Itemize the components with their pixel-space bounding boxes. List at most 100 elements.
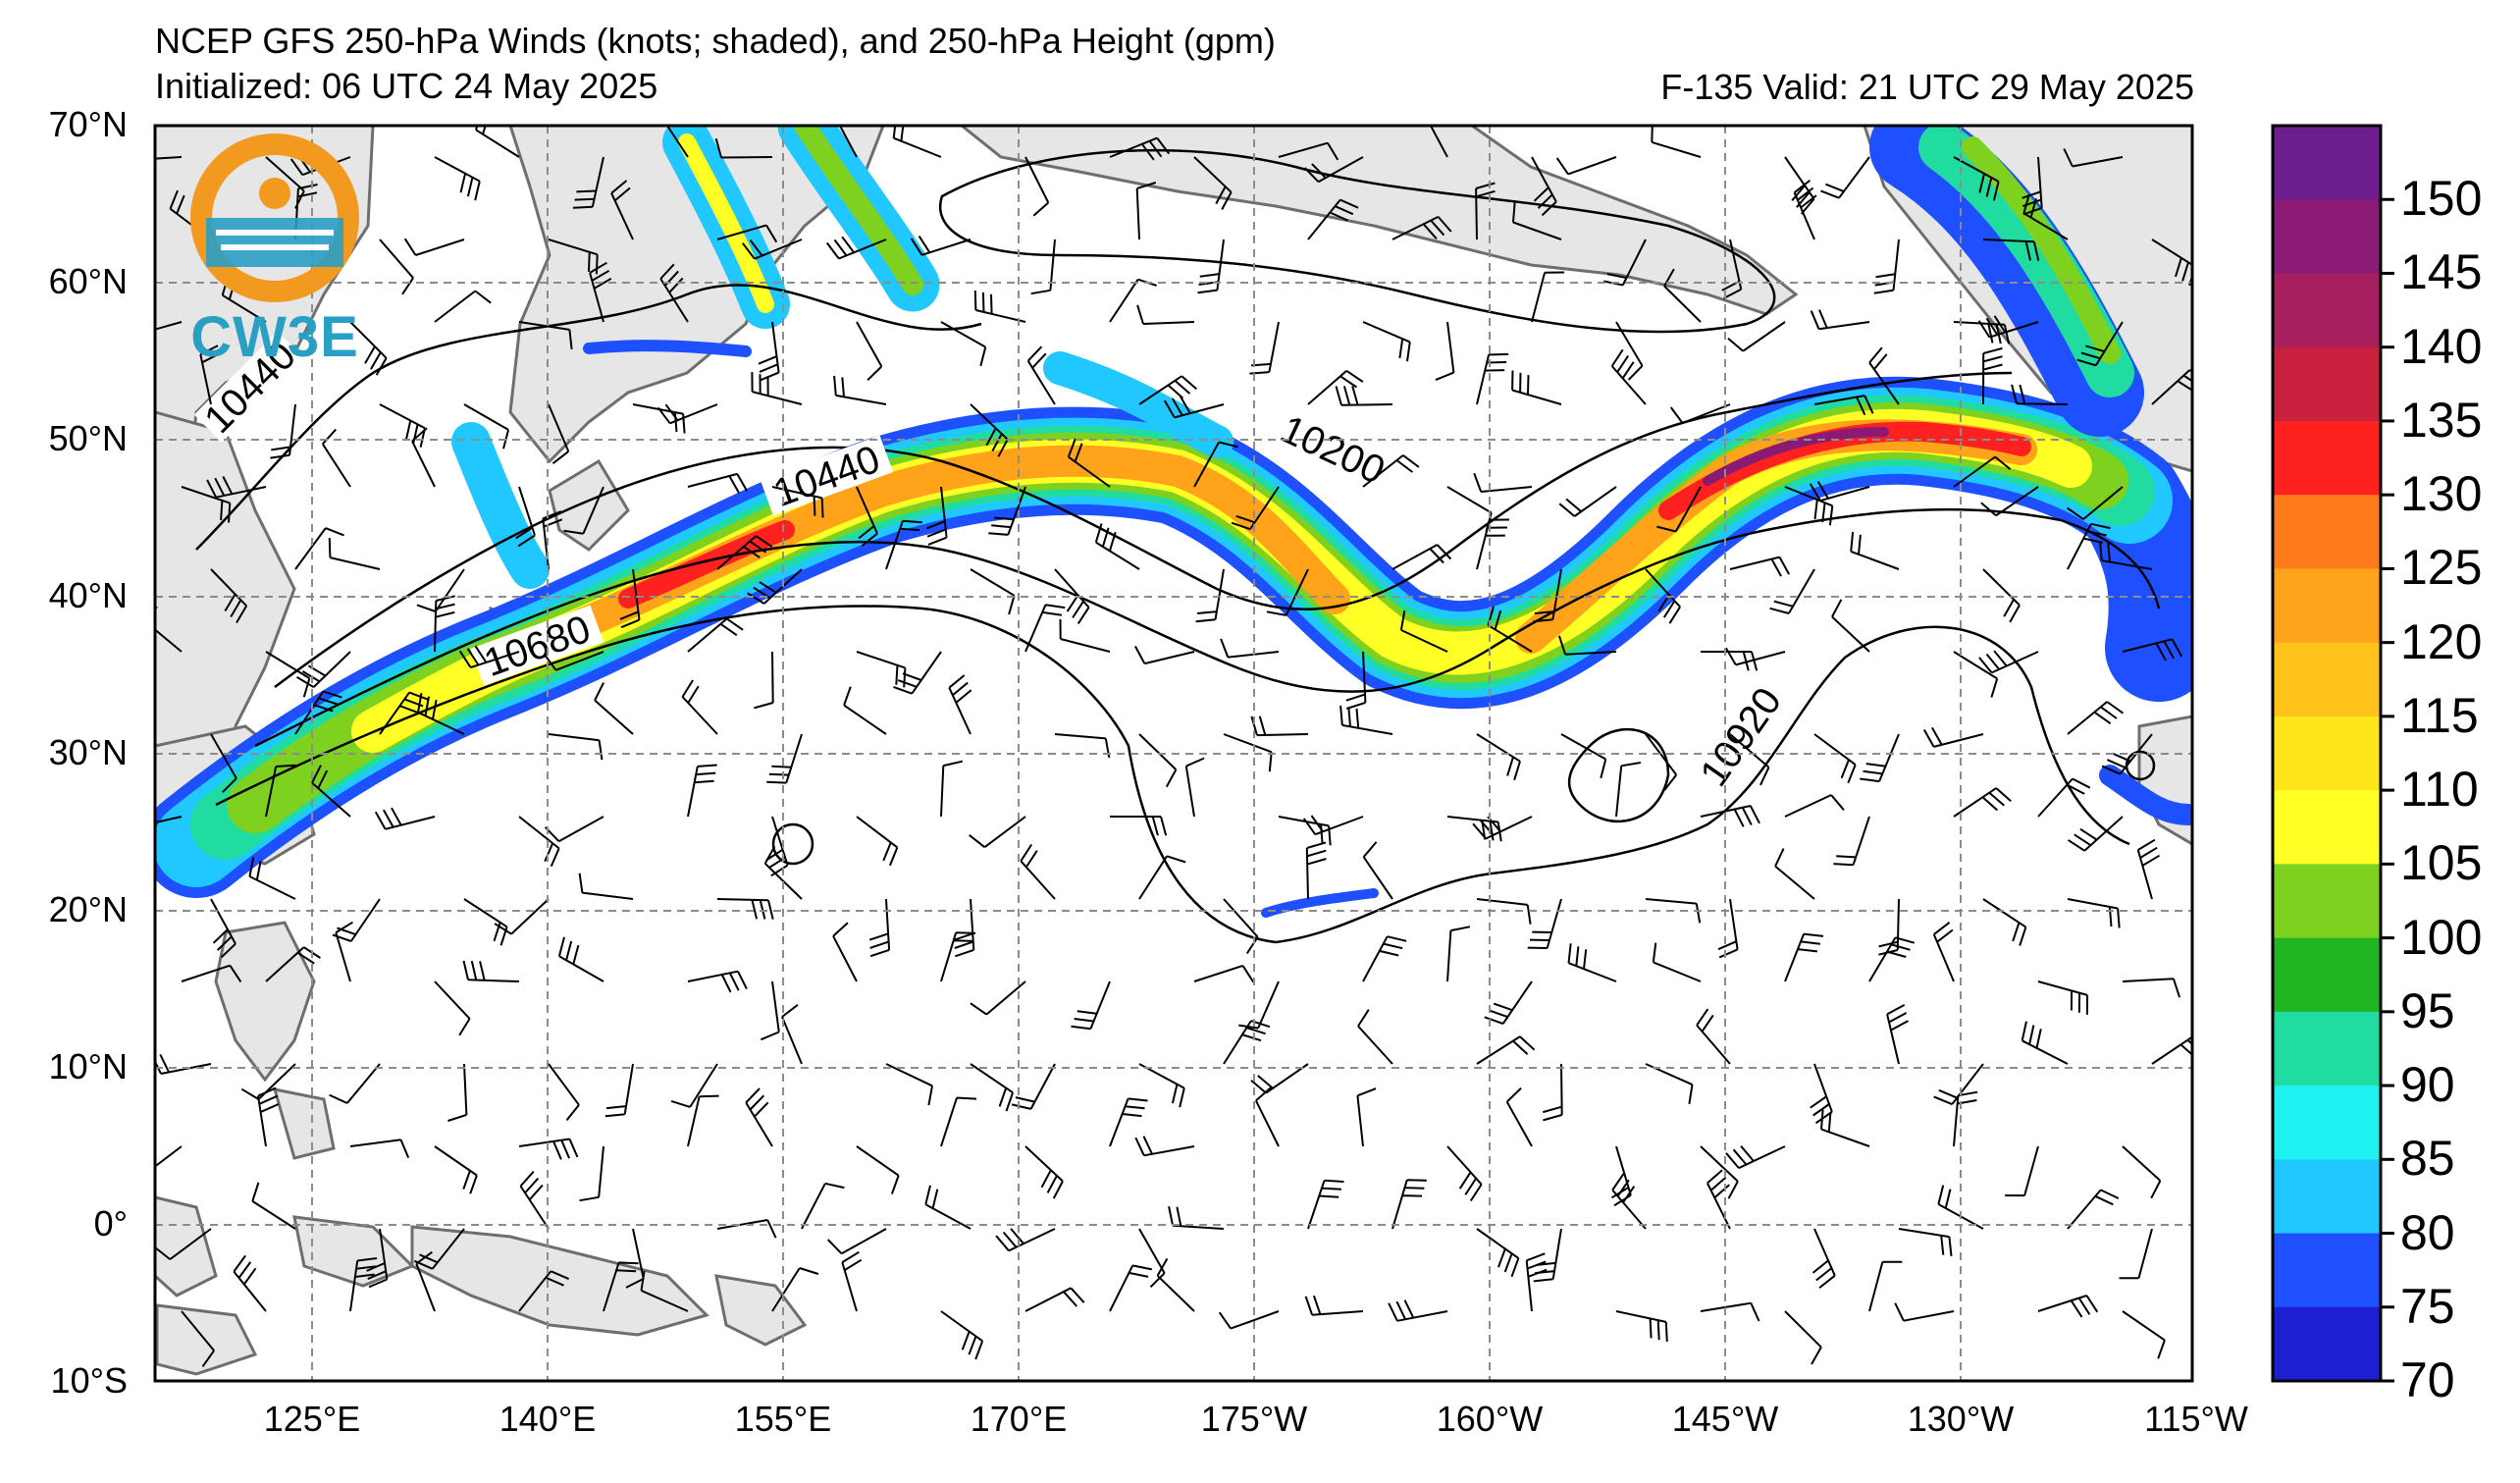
wind-barb [1307, 369, 1364, 405]
wind-barb [1512, 202, 1562, 240]
wind-barb [1391, 544, 1452, 570]
wind-barb [781, 1004, 803, 1065]
colorbar-swatch [2273, 1011, 2381, 1086]
wind-barb [640, 1270, 689, 1312]
wind-barb [1026, 345, 1056, 405]
colorbar-swatch [2273, 642, 2381, 717]
wind-barb [1982, 568, 2021, 623]
wind-barb [1362, 935, 1407, 982]
wind-barb [1525, 1252, 1548, 1312]
wind-barb [1700, 1145, 1739, 1199]
colorbar-label: 130 [2400, 466, 2483, 522]
wind-barb [548, 403, 570, 464]
wind-barb [233, 1254, 267, 1312]
wind-barb [2037, 980, 2089, 1015]
colorbar-label: 120 [2400, 613, 2483, 669]
wind-barb [687, 617, 744, 653]
cw3e-logo: CW3E [177, 130, 373, 375]
wind-barb [953, 898, 975, 958]
wind-barb [1833, 816, 1870, 867]
wind-barb [826, 236, 887, 260]
wind-barb [1304, 1295, 1364, 1316]
colorbar-swatch [2273, 420, 2381, 496]
wind-barb [1223, 898, 1259, 955]
lon-label: 175°W [1200, 1399, 1308, 1439]
wind-barb [434, 980, 471, 1036]
lon-label: 130°W [1907, 1399, 2015, 1439]
wind-barb [1922, 726, 1984, 748]
lon-label: 170°E [970, 1399, 1068, 1439]
wind-barb [416, 568, 465, 612]
wind-barb [548, 238, 599, 275]
wind-barb [2067, 1189, 2120, 1230]
colorbar [2271, 124, 2394, 1383]
wind-barb [518, 1270, 569, 1312]
wind-barb [885, 1063, 933, 1106]
wind-barb [838, 126, 858, 158]
colorbar-label: 135 [2400, 392, 2483, 448]
wind-barb [270, 403, 296, 459]
wind-barb [311, 765, 351, 818]
wind-barb [572, 156, 604, 209]
map-frame [153, 124, 2194, 1383]
wind-barb [548, 733, 604, 761]
wind-barb [1476, 352, 1509, 405]
wind-barb [1138, 733, 1178, 788]
colorbar-label: 90 [2400, 1057, 2455, 1113]
wind-barb [462, 960, 520, 982]
wind-barb [1110, 816, 1168, 836]
colorbar-swatch [2273, 495, 2381, 569]
wind-barb [349, 1257, 378, 1312]
wind-barb [1305, 841, 1327, 900]
wind-barb [1831, 599, 1870, 653]
wind-barb [2067, 486, 2124, 520]
wind-barb [893, 651, 942, 695]
valid-time: F-135 Valid: 21 UTC 29 May 2025 [1660, 67, 2194, 107]
wind-barb [1345, 651, 1367, 710]
wind-barb [659, 263, 689, 323]
wind-barb [1706, 1169, 1731, 1230]
init-time: Initialized: 06 UTC 24 May 2025 [155, 66, 658, 106]
wind-barb [856, 321, 883, 382]
wind-barb [1307, 198, 1359, 240]
wind-barb [1307, 1179, 1344, 1230]
wind-barb [2151, 238, 2192, 287]
wind-barb [1953, 787, 2012, 818]
wind-barb [494, 898, 550, 935]
wind-barb [1886, 1004, 1909, 1065]
wind-barb [1138, 375, 1197, 405]
wind-barb [1809, 481, 1870, 503]
wind-barb [2122, 1310, 2166, 1359]
wind-barb [2022, 193, 2069, 240]
colorbar-label: 110 [2400, 762, 2479, 818]
wind-barb [1135, 182, 1157, 240]
colorbar-swatch [2273, 1086, 2381, 1160]
lat-label: 10°N [48, 1046, 128, 1086]
wind-barb [940, 321, 987, 367]
wind-barb [832, 922, 858, 982]
wind-barb [548, 1063, 580, 1122]
wind-barb [2021, 1021, 2069, 1065]
wind-barb [995, 1228, 1056, 1252]
wind-barb [417, 692, 465, 735]
wind-barb [714, 137, 773, 159]
wind-barb [656, 403, 718, 425]
wind-barb [155, 816, 183, 824]
wind-barb [2151, 369, 2192, 405]
wind-barb [1024, 156, 1050, 217]
wind-barb [1820, 1109, 1870, 1147]
colorbar-label: 145 [2400, 244, 2483, 300]
wind-barb [1446, 1145, 1483, 1202]
wind-barb [1700, 1301, 1760, 1322]
wind-barb [1429, 126, 1448, 158]
wind-barb [758, 321, 780, 382]
wind-barb [771, 1267, 819, 1312]
wind-barb [1784, 1310, 1822, 1365]
wind-barb [1250, 715, 1309, 737]
wind-barb [833, 375, 887, 405]
wind-barb [1163, 396, 1225, 419]
wind-barb [687, 472, 749, 494]
wind-barb [210, 568, 248, 624]
colorbar-label: 75 [2400, 1278, 2455, 1334]
wind-barb [2037, 777, 2091, 818]
